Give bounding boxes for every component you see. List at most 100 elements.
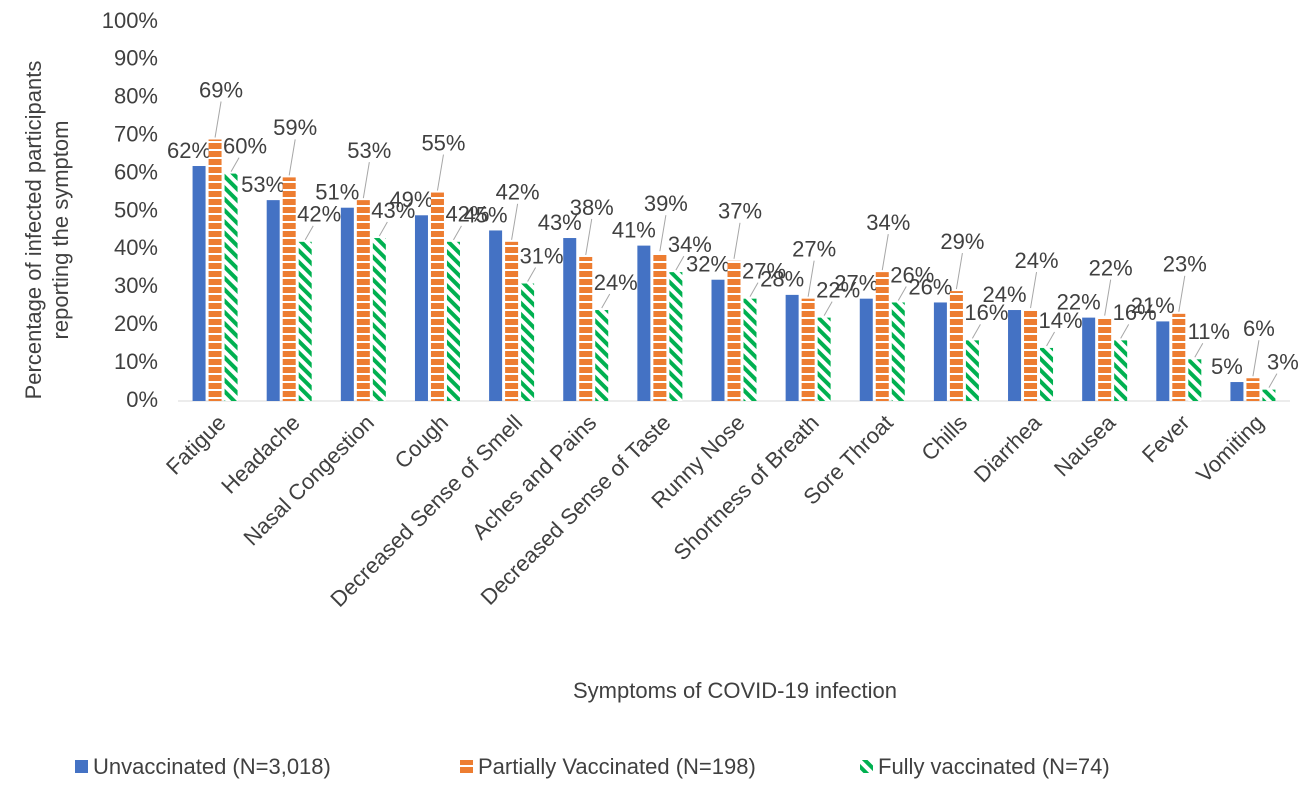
data-label: 45% <box>464 202 508 227</box>
data-label: 22% <box>816 277 860 302</box>
leader-line <box>1046 331 1055 347</box>
bar <box>669 272 683 401</box>
data-label: 5% <box>1211 354 1243 379</box>
data-label: 24% <box>1015 248 1059 273</box>
leader-line <box>749 282 759 297</box>
x-tick-label: Aches and Pains <box>467 410 601 544</box>
y-tick-label: 0% <box>126 387 158 412</box>
bar <box>933 302 947 401</box>
data-label: 3% <box>1267 349 1299 374</box>
data-label: 27% <box>792 236 836 261</box>
y-tick-label: 10% <box>114 349 158 374</box>
leader-line <box>1252 340 1260 377</box>
leader-line <box>659 215 667 252</box>
x-tick-label: Diarrhea <box>969 409 1047 487</box>
bar <box>340 207 354 401</box>
leader-line <box>304 225 314 241</box>
data-label: 24% <box>594 270 638 295</box>
data-label: 43% <box>371 198 415 223</box>
leader-line <box>971 324 981 339</box>
bar <box>1114 340 1128 401</box>
bar <box>1098 317 1112 401</box>
bar <box>1188 359 1202 401</box>
data-label: 24% <box>983 282 1027 307</box>
data-label: 41% <box>612 217 656 242</box>
x-tick-label: Nasal Congestion <box>238 410 378 550</box>
leader-line <box>823 301 833 316</box>
data-label: 37% <box>718 199 762 224</box>
data-label: 28% <box>760 267 804 292</box>
data-label: 16% <box>1113 300 1157 325</box>
bar <box>965 340 979 401</box>
bar <box>505 241 519 401</box>
leader-line <box>955 253 963 290</box>
bar <box>356 200 370 401</box>
leader-line <box>288 139 296 176</box>
y-tick-label: 40% <box>114 235 158 260</box>
bar <box>1172 313 1186 401</box>
leader-line <box>230 157 240 172</box>
bar <box>1230 382 1244 401</box>
data-label: 31% <box>520 243 564 268</box>
bar <box>224 173 238 401</box>
data-label: 51% <box>315 180 359 205</box>
legend-label: Partially Vaccinated (N=198) <box>478 754 756 779</box>
data-label: 22% <box>1089 255 1133 280</box>
data-label: 42% <box>445 202 489 227</box>
bar <box>1024 310 1038 401</box>
data-label: 42% <box>297 202 341 227</box>
bar <box>727 260 741 401</box>
y-tick-label: 70% <box>114 122 158 147</box>
data-label: 34% <box>866 210 910 235</box>
x-tick-label: Shortness of Breath <box>669 410 824 565</box>
leader-line <box>511 203 519 240</box>
data-label: 43% <box>538 210 582 235</box>
x-tick-label: Vomiting <box>1191 410 1268 487</box>
data-label: 6% <box>1243 316 1275 341</box>
bar <box>595 310 609 401</box>
data-label: 59% <box>273 115 317 140</box>
bar <box>266 200 280 401</box>
bar <box>711 279 725 401</box>
data-label: 53% <box>241 172 285 197</box>
bar <box>785 294 799 401</box>
bar <box>192 166 206 401</box>
bar <box>653 253 667 401</box>
leader-line <box>1120 324 1130 339</box>
data-label: 42% <box>496 180 540 205</box>
x-tick-label: Fever <box>1137 410 1194 467</box>
bar <box>489 230 503 401</box>
data-label: 26% <box>890 262 934 287</box>
bar <box>372 238 386 401</box>
data-label: 29% <box>940 229 984 254</box>
data-label: 32% <box>686 252 730 277</box>
data-label: 11% <box>1188 319 1230 344</box>
bar <box>430 192 444 401</box>
bar <box>1008 310 1022 401</box>
leader-line <box>897 286 907 301</box>
bar <box>859 298 873 401</box>
x-axis-title: Symptoms of COVID-19 infection <box>573 678 897 703</box>
data-label: 27% <box>742 258 786 283</box>
x-tick-label: Nausea <box>1049 409 1121 481</box>
x-tick-label: Chills <box>916 410 972 466</box>
bar <box>1156 321 1170 401</box>
data-label: 55% <box>421 130 465 155</box>
y-tick-label: 80% <box>114 84 158 109</box>
bar <box>1246 378 1260 401</box>
data-label: 38% <box>570 195 614 220</box>
data-label: 60% <box>223 133 267 158</box>
y-tick-label: 20% <box>114 311 158 336</box>
bar <box>743 298 757 401</box>
bar <box>875 272 889 401</box>
bar <box>414 215 428 401</box>
bar <box>817 317 831 401</box>
bar <box>521 283 535 401</box>
bar <box>446 241 460 401</box>
y-tick-label: 100% <box>102 8 158 33</box>
leader-line <box>1104 279 1112 316</box>
data-label: 16% <box>964 300 1008 325</box>
bar <box>1040 347 1054 401</box>
bar <box>1262 389 1276 401</box>
